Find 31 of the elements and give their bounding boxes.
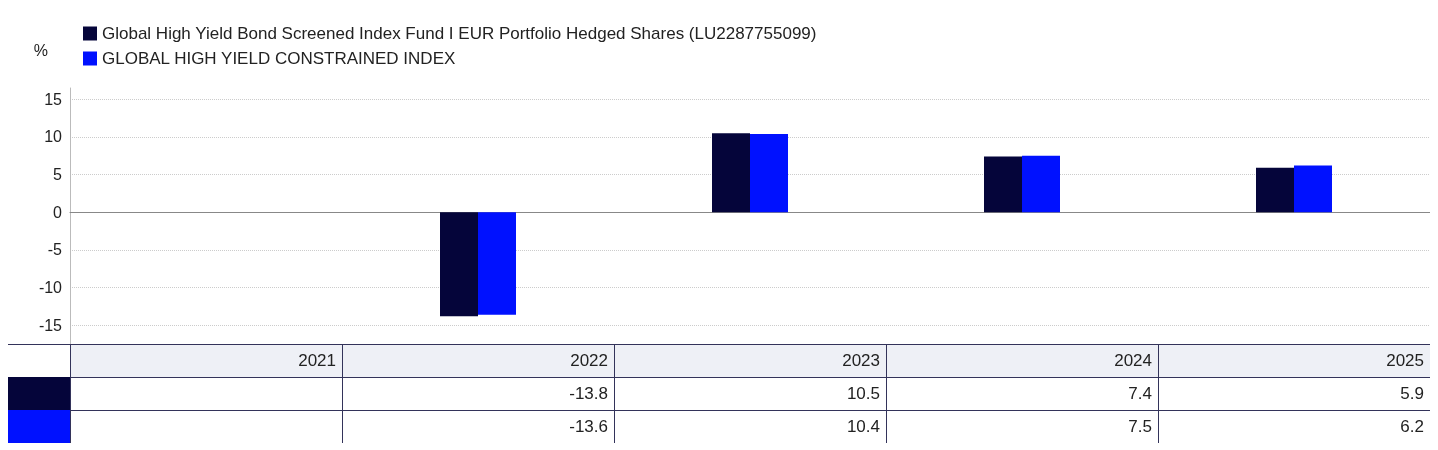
legend-label: GLOBAL HIGH YIELD CONSTRAINED INDEX [102, 49, 456, 68]
y-tick-label: 10 [44, 128, 63, 146]
legend-label: Global High Yield Bond Screened Index Fund I EUR Portfolio Hedged Shares (LU2287755099) [102, 24, 817, 43]
bar [984, 156, 1022, 213]
data-label: 10.4 [614, 410, 886, 443]
y-axis-title: % [33, 41, 48, 59]
x-tick-label: 2021 [70, 344, 342, 377]
y-tick-label: -10 [38, 279, 63, 297]
data-label: 7.4 [886, 377, 1158, 410]
x-tick-label: 2022 [342, 344, 614, 377]
y-tick-label: 5 [53, 166, 63, 184]
data-label: 10.5 [614, 377, 886, 410]
data-label: 7.5 [886, 410, 1158, 443]
bar [1294, 165, 1332, 213]
x-tick-label: 2025 [1158, 344, 1430, 377]
bar [750, 133, 788, 213]
x-tick-label: 2024 [886, 344, 1158, 377]
data-label: 6.2 [1158, 410, 1430, 443]
x-tick-label: 2023 [614, 344, 886, 377]
bar [440, 212, 478, 317]
y-tick-label: 15 [44, 90, 63, 108]
bar [1022, 155, 1060, 213]
bar [478, 212, 516, 315]
y-tick-label: 0 [53, 203, 63, 221]
bar [1256, 167, 1294, 213]
y-tick-label: -15 [38, 316, 63, 334]
data-label: -13.8 [342, 377, 614, 410]
y-tick-label: -5 [47, 241, 63, 259]
bar [712, 133, 750, 213]
data-label: -13.6 [342, 410, 614, 443]
data-label: 5.9 [1158, 377, 1430, 410]
